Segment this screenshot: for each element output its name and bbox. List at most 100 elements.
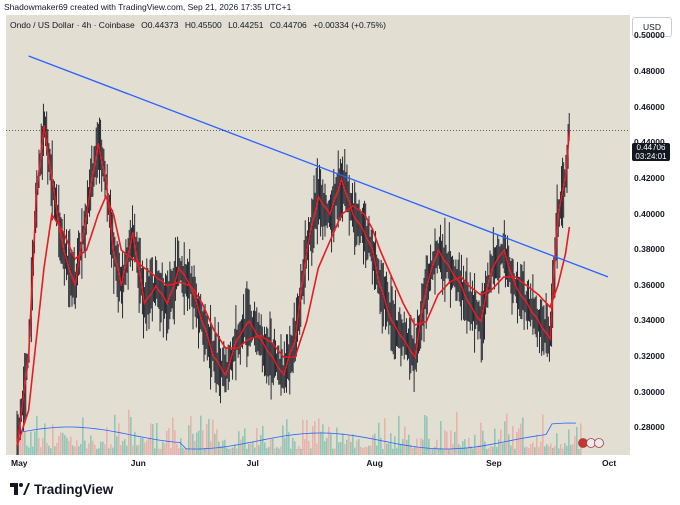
- volume-bar: [368, 445, 370, 455]
- volume-bar: [464, 439, 466, 455]
- volume-bar: [100, 441, 102, 455]
- volume-bar: [236, 448, 238, 455]
- chart-plot[interactable]: [6, 15, 630, 455]
- volume-bar: [34, 431, 36, 455]
- volume-bar: [294, 441, 296, 455]
- volume-bar: [560, 444, 562, 455]
- bar-countdown: 03:24:01: [635, 152, 667, 161]
- volume-bar: [136, 445, 138, 455]
- volume-bar: [72, 445, 74, 455]
- volume-bar: [554, 445, 556, 455]
- volume-bar: [174, 430, 176, 455]
- volume-bar: [170, 447, 172, 455]
- volume-bar: [322, 424, 324, 455]
- volume-bar: [162, 441, 164, 455]
- volume-bar: [120, 445, 122, 455]
- volume-bar: [388, 443, 390, 455]
- ohlc-close: C0.44706: [269, 20, 307, 30]
- last-price-value: 0.44706: [636, 143, 666, 152]
- volume-bar: [518, 428, 520, 455]
- volume-bar: [490, 445, 492, 455]
- volume-bar: [312, 426, 314, 455]
- volume-bar: [414, 446, 416, 455]
- volume-bar: [196, 432, 198, 455]
- chart-area[interactable]: [6, 15, 630, 455]
- chart-caption: Shadowmaker69 created with TradingView.c…: [4, 2, 292, 12]
- volume-bar: [76, 440, 78, 455]
- volume-bar: [470, 446, 472, 455]
- volume-bar: [44, 423, 46, 455]
- volume-bar: [342, 433, 344, 455]
- volume-bar: [110, 444, 112, 455]
- volume-bar: [372, 434, 374, 455]
- volume-bar: [526, 446, 528, 455]
- volume-bar: [562, 448, 564, 455]
- volume-bar: [530, 444, 532, 455]
- volume-bar: [102, 441, 104, 455]
- volume-bar: [532, 442, 534, 455]
- volume-bar: [472, 448, 474, 455]
- y-tick-label: 0.40000: [634, 208, 665, 219]
- volume-bar: [266, 448, 268, 455]
- volume-bar: [28, 447, 30, 455]
- volume-bar: [556, 433, 558, 455]
- volume-bar: [552, 447, 554, 455]
- volume-bar: [260, 435, 262, 455]
- volume-bar: [280, 446, 282, 455]
- x-tick-label: Jul: [246, 458, 259, 468]
- volume-bar: [304, 439, 306, 455]
- symbol-name: Ondo / US Dollar · 4h · Coinbase: [10, 20, 135, 30]
- y-tick-label: 0.46000: [634, 101, 665, 112]
- volume-bar: [284, 438, 286, 455]
- volume-bar: [528, 448, 530, 455]
- volume-bar: [62, 432, 64, 455]
- volume-bar: [138, 444, 140, 455]
- y-tick-label: 0.50000: [634, 30, 665, 41]
- volume-bar: [550, 443, 552, 455]
- volume-bar: [344, 444, 346, 455]
- volume-bar: [150, 423, 152, 455]
- volume-bar: [26, 445, 28, 455]
- volume-bar: [274, 448, 276, 455]
- y-tick-label: 0.38000: [634, 244, 665, 255]
- tradingview-logo[interactable]: TradingView: [10, 480, 113, 498]
- volume-bar: [356, 440, 358, 455]
- volume-bar: [310, 448, 312, 455]
- volume-ma-line: [17, 422, 577, 450]
- volume-bar: [364, 446, 366, 455]
- volume-bar: [216, 429, 218, 455]
- volume-bar: [390, 433, 392, 455]
- volume-bar: [330, 434, 332, 455]
- volume-bar: [380, 437, 382, 455]
- volume-bar: [488, 447, 490, 455]
- volume-bar: [48, 445, 50, 455]
- volume-bar: [440, 420, 442, 455]
- volume-bar: [132, 445, 134, 455]
- volume-bar: [52, 424, 54, 455]
- event-marker-icon: [594, 438, 604, 448]
- volume-bar: [254, 447, 256, 455]
- volume-bar: [232, 447, 234, 455]
- volume-bar: [326, 437, 328, 455]
- volume-bar: [116, 436, 118, 455]
- volume-bar: [218, 441, 220, 455]
- volume-bar: [30, 431, 32, 455]
- brand-name: TradingView: [34, 481, 114, 497]
- volume-bar: [64, 435, 66, 455]
- volume-bar: [456, 411, 458, 455]
- y-tick-label: 0.48000: [634, 66, 665, 76]
- volume-bar: [164, 443, 166, 455]
- volume-bar: [378, 422, 380, 455]
- volume-bar: [190, 416, 192, 455]
- volume-bar: [282, 425, 284, 455]
- volume-bar: [244, 428, 246, 455]
- y-tick-label: 0.28000: [634, 422, 665, 433]
- currency-selector-button[interactable]: USD: [632, 17, 672, 37]
- volume-bar: [212, 419, 214, 455]
- volume-bar: [38, 437, 40, 455]
- volume-bar: [142, 438, 144, 455]
- x-tick-label: Aug: [366, 458, 383, 468]
- volume-bar: [432, 447, 434, 455]
- volume-bar: [86, 448, 88, 455]
- volume-bar: [384, 418, 386, 455]
